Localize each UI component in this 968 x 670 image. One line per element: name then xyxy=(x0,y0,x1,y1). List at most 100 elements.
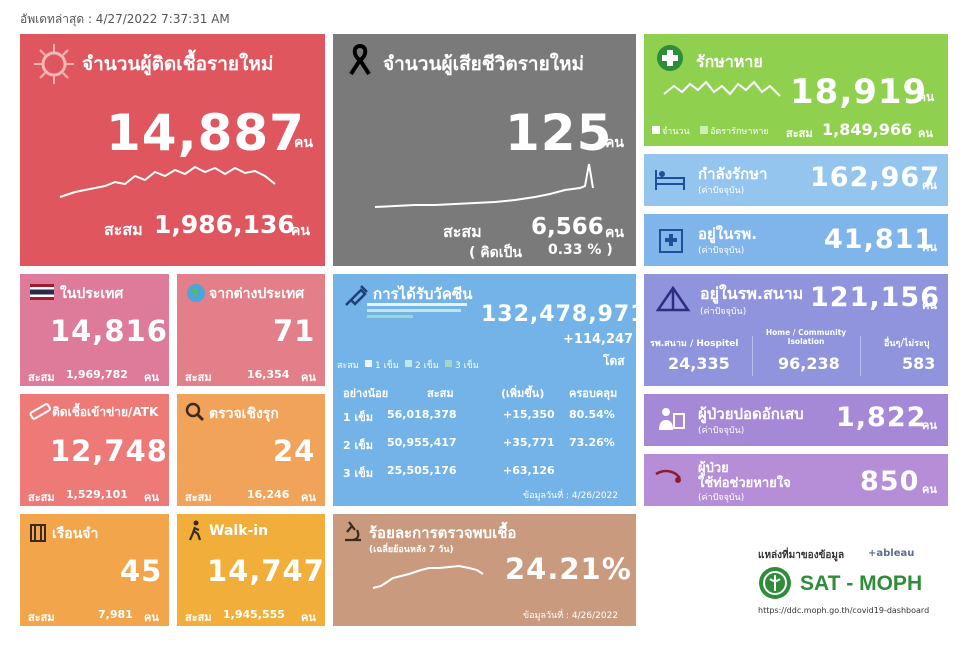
card-ventilator[interactable]: ผู้ป่วย ใช้ท่อช่วยหายใจ (ค่าปัจจุบัน) 85… xyxy=(644,454,948,506)
test-kit-icon xyxy=(29,403,51,420)
card-field-hospital[interactable]: อยู่ในรพ.สนาม (ค่าปัจจุบัน) 121,156 คน ร… xyxy=(644,274,948,386)
recovered-sparkline xyxy=(663,80,781,97)
pneumonia-sub: (ค่าปัจจุบัน) xyxy=(698,426,745,436)
atk-accum-label: สะสม xyxy=(28,491,55,504)
vaccine-row-1-cover: 80.54% xyxy=(569,408,615,421)
deaths-pct: 0.33 % ) xyxy=(548,242,613,258)
active-search-accum-unit: คน xyxy=(301,491,316,504)
source-org: SAT - MOPH xyxy=(800,572,923,595)
atk-value: 12,748 xyxy=(50,434,168,468)
deaths-accum-label: สะสม xyxy=(443,222,482,241)
field-hospital-title: อยู่ในรพ.สนาม xyxy=(700,284,804,303)
microscope-icon xyxy=(345,521,361,542)
positivity-data-date: ข้อมูลวันที่ : 4/26/2022 xyxy=(523,611,619,621)
hospital-icon xyxy=(659,229,683,253)
vaccine-header-inc: (เพิ่มขึ้น) xyxy=(501,387,545,400)
vaccine-title: การได้รับวัคซีน xyxy=(373,285,473,303)
card-active-search[interactable]: ตรวจเชิงรุก 24 สะสม 16,246 คน xyxy=(177,394,325,506)
magnifier-icon xyxy=(185,402,205,422)
card-atk[interactable]: ติดเชื้อเข้าข่าย/ATK 12,748 สะสม 1,529,1… xyxy=(20,394,169,506)
card-abroad[interactable]: จากต่างประเทศ 71 สะสม 16,354 คน xyxy=(177,274,325,386)
card-walkin[interactable]: Walk-in 14,747 สะสม 1,945,555 คน xyxy=(177,514,325,626)
active-search-title: ตรวจเชิงรุก xyxy=(209,406,279,422)
domestic-accum-unit: คน xyxy=(144,371,159,384)
walkin-accum-unit: คน xyxy=(301,611,316,624)
vaccine-bar-1 xyxy=(367,303,467,306)
positivity-title: ร้อยละการตรวจพบเชื้อ xyxy=(369,524,517,542)
hospital-unit: คน xyxy=(922,241,937,254)
vaccine-row-2-cover: 73.26% xyxy=(569,436,615,449)
field-divider-2 xyxy=(860,336,861,376)
prison-accum-label: สะสม xyxy=(28,611,55,624)
card-hospital[interactable]: อยู่ในรพ. (ค่าปัจจุบัน) 41,811 คน xyxy=(644,214,948,266)
field-col-1-value: 24,335 xyxy=(668,354,730,373)
legend-dose3: 3 เข็ม xyxy=(455,361,479,371)
vaccine-row-1-dose: 1 เข็ม xyxy=(343,411,374,424)
deaths-unit: คน xyxy=(605,135,624,151)
field-hospital-value: 121,156 xyxy=(810,282,940,313)
card-new-cases[interactable]: จำนวนผู้ติดเชื้อรายใหม่ 14,887 คน สะสม 1… xyxy=(20,34,325,266)
hospital-title: อยู่ในรพ. xyxy=(698,225,758,243)
domestic-accum: 1,969,782 xyxy=(66,368,128,381)
pneumonia-title: ผู้ป่วยปอดอักเสบ xyxy=(698,405,804,423)
ventilator-title-1: ผู้ป่วย xyxy=(698,461,729,476)
prison-accum-unit: คน xyxy=(144,611,159,624)
positivity-sparkline xyxy=(372,564,484,589)
legend-rate-swatch xyxy=(700,126,708,134)
vaccine-legend-prefix: สะสม xyxy=(337,361,359,371)
card-recovered[interactable]: รักษาหาย 18,919 คน จำนวน อัตรารักษาหาย ส… xyxy=(644,34,948,146)
vaccine-row-3-inc: +63,126 xyxy=(503,464,555,477)
ribbon-icon xyxy=(349,43,371,76)
recovered-unit: คน xyxy=(918,90,935,104)
walkin-accum-label: สะสม xyxy=(185,611,212,624)
vaccine-row-3-accum: 25,505,176 xyxy=(387,464,457,477)
vaccine-header-accum: สะสม xyxy=(427,387,454,400)
medical-cross-icon xyxy=(657,45,683,71)
legend-dose2-swatch xyxy=(405,360,412,367)
bed-icon xyxy=(655,170,685,190)
positivity-sub: (เฉลี่ยย้อนหลัง 7 วัน) xyxy=(369,545,454,555)
card-pneumonia[interactable]: ผู้ป่วยปอดอักเสบ (ค่าปัจจุบัน) 1,822 คน xyxy=(644,394,948,446)
jail-icon xyxy=(30,524,46,542)
legend-dose2: 2 เข็ม xyxy=(415,361,439,371)
source-url[interactable]: https://ddc.moph.go.th/covid19-dashboard xyxy=(758,606,930,615)
active-search-accum: 16,246 xyxy=(247,488,290,501)
deaths-value: 125 xyxy=(505,104,613,162)
deaths-sparkline xyxy=(374,163,594,208)
moph-logo-icon xyxy=(759,567,791,599)
vaccine-header-dose: อย่างน้อย xyxy=(343,387,389,400)
ventilator-sub: (ค่าปัจจุบัน) xyxy=(698,493,745,503)
legend-dose3-swatch xyxy=(445,360,452,367)
card-deaths[interactable]: จำนวนผู้เสียชีวิตรายใหม่ 125 คน สะสม 6,5… xyxy=(333,34,636,266)
vaccine-total: 132,478,971 xyxy=(481,302,636,327)
card-vaccine[interactable]: การได้รับวัคซีน 132,478,971 +114,247 โดส… xyxy=(333,274,636,506)
domestic-value: 14,816 xyxy=(50,314,168,348)
deaths-title: จำนวนผู้เสียชีวิตรายใหม่ xyxy=(383,53,585,75)
legend-count-label: จำนวน xyxy=(662,127,690,137)
abroad-accum-unit: คน xyxy=(301,371,316,384)
legend-dose1-swatch xyxy=(365,360,372,367)
field-hospital-sub: (ค่าปัจจุบัน) xyxy=(700,307,747,317)
last-updated: อัพเดทล่าสุด : 4/27/2022 7:37:31 AM xyxy=(20,12,230,26)
source-label: แหล่งที่มาของข้อมูล xyxy=(758,550,845,561)
patient-icon xyxy=(659,408,685,430)
new-cases-unit: คน xyxy=(294,135,313,151)
atk-accum: 1,529,101 xyxy=(66,488,128,501)
vaccine-row-3-dose: 3 เข็ม xyxy=(343,467,374,480)
walkin-accum: 1,945,555 xyxy=(223,608,285,621)
treating-title: กำลังรักษา xyxy=(698,165,768,183)
card-positivity[interactable]: ร้อยละการตรวจพบเชื้อ (เฉลี่ยย้อนหลัง 7 ว… xyxy=(333,514,636,626)
tableau-logo: +ableau xyxy=(868,548,915,559)
vaccine-row-2-dose: 2 เข็ม xyxy=(343,439,374,452)
new-cases-accum-label: สะสม xyxy=(104,220,143,239)
card-domestic[interactable]: ในประเทศ 14,816 สะสม 1,969,782 คน xyxy=(20,274,169,386)
vaccine-header-cover: ครอบคลุม xyxy=(569,387,618,400)
hospital-sub: (ค่าปัจจุบัน) xyxy=(698,246,745,256)
treating-value: 162,967 xyxy=(810,162,940,193)
pneumonia-unit: คน xyxy=(922,419,937,432)
walking-person-icon xyxy=(188,520,202,541)
abroad-title: จากต่างประเทศ xyxy=(209,286,305,302)
card-treating[interactable]: กำลังรักษา (ค่าปัจจุบัน) 162,967 คน xyxy=(644,154,948,206)
card-prison[interactable]: เรือนจำ 45 สะสม 7,981 คน xyxy=(20,514,169,626)
new-cases-accum: 1,986,136 xyxy=(154,210,295,239)
